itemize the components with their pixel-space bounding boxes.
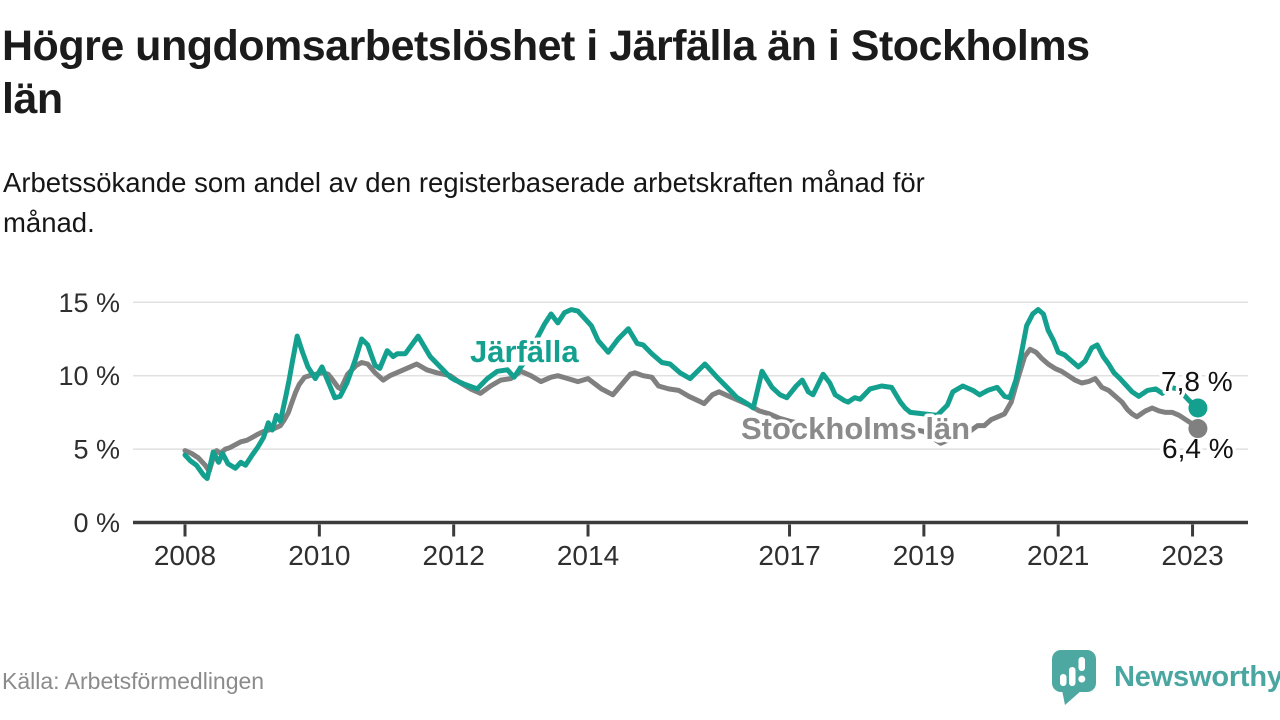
newsworthy-logo-text: Newsworthy — [1114, 660, 1280, 693]
x-axis-label: 2021 — [1027, 540, 1089, 571]
series-end-dot-jarfalla — [1188, 398, 1208, 418]
x-axis-label: 2008 — [154, 540, 216, 571]
annotation-2: 7,8 % — [1161, 366, 1233, 397]
x-axis-label: 2010 — [288, 540, 350, 571]
chart-title: Högre ungdomsarbetslöshet i Järfälla än … — [2, 22, 1090, 123]
chart-subtitle: Arbetssökande som andel av den registerb… — [3, 167, 925, 238]
series-line-jarfalla — [182, 307, 1201, 481]
y-axis-label: 10 % — [58, 361, 120, 391]
y-axis-label: 5 % — [73, 435, 120, 465]
x-axis-label: 2017 — [758, 540, 820, 571]
source-note: Källa: Arbetsförmedlingen — [2, 668, 265, 694]
annotation-1: Stockholms län — [741, 411, 970, 446]
y-axis-label: 15 % — [58, 288, 120, 318]
x-axis-label: 2012 — [423, 540, 485, 571]
x-axis-label: 2019 — [893, 540, 955, 571]
series-end-dot-stockholms-lan — [1188, 419, 1208, 439]
x-axis-label: 2023 — [1161, 540, 1223, 571]
annotation-0: Järfälla — [470, 334, 579, 369]
x-axis-label: 2014 — [557, 540, 619, 571]
newsworthy-logo-icon — [1052, 650, 1096, 705]
series-line-stockholms-lan — [182, 346, 1201, 474]
y-axis-label: 0 % — [73, 508, 120, 538]
newsworthy-logo[interactable]: Newsworthy — [1051, 648, 1280, 706]
